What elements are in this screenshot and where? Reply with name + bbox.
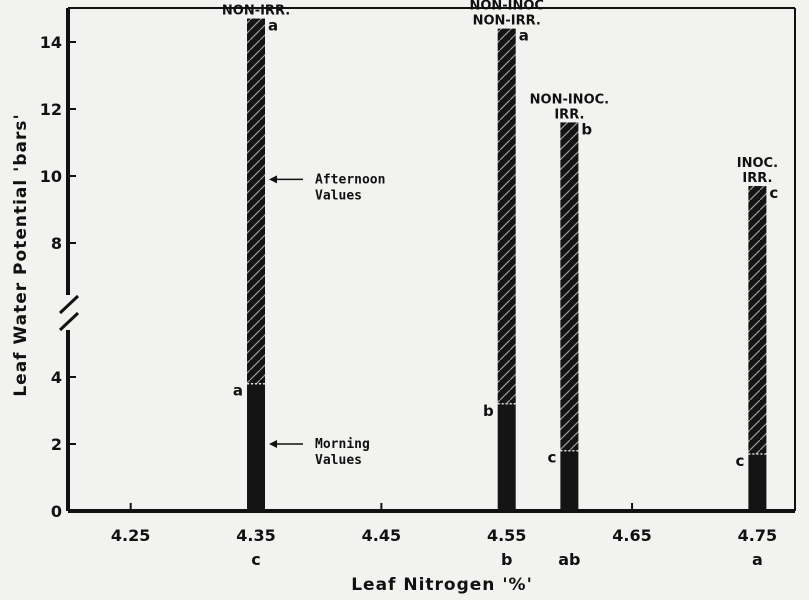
- x-tick-label: 4.35: [236, 526, 275, 545]
- treatment-label: NON-INOC: [469, 0, 544, 14]
- nitrogen-letter: ab: [558, 550, 580, 569]
- y-tick-label: 12: [40, 100, 62, 119]
- annotation-label: Morning: [315, 437, 370, 452]
- axis-break-mark-lower: [58, 311, 80, 332]
- treatment-label: IRR.: [742, 171, 772, 186]
- morning-letter: b: [483, 402, 494, 420]
- x-axis-label: Leaf Nitrogen '%': [351, 575, 533, 595]
- annotation-label: Values: [315, 453, 362, 468]
- y-tick-label: 2: [51, 435, 62, 454]
- axis-ticks: 0 2 4 8 10 12 14 4.25 4.35 4.45 4.55 4.65 4.75: [40, 33, 777, 545]
- treatment-label: INOC.: [737, 156, 778, 171]
- x-tick-label: 4.65: [612, 526, 651, 545]
- annotation-arrowhead: [269, 175, 278, 184]
- treatment-label: NON-IRR.: [222, 4, 290, 19]
- afternoon-letter: a: [519, 27, 529, 45]
- x-tick-label: 4.75: [738, 526, 777, 545]
- plot-frame: [58, 7, 796, 513]
- y-tick-label: 10: [40, 167, 62, 186]
- annotation-arrowhead: [269, 440, 278, 448]
- x-tick-label: 4.45: [362, 526, 401, 545]
- treatment-label: INOC.: [235, 0, 276, 4]
- treatment-label: IRR.: [554, 107, 584, 122]
- afternoon-letter: a: [268, 17, 278, 35]
- x-tick-label: 4.55: [487, 526, 526, 545]
- nitrogen-letter: c: [251, 550, 260, 569]
- annotation-label: Values: [315, 188, 362, 203]
- morning-bar: [560, 450, 579, 511]
- treatment-label: NON-IRR.: [473, 14, 541, 29]
- morning-letter: c: [547, 449, 556, 467]
- y-tick-label: 14: [40, 33, 62, 52]
- morning-bar: [748, 454, 767, 511]
- morning-bar: [497, 403, 516, 511]
- nitrogen-letter: a: [752, 550, 763, 569]
- afternoon-bar: [247, 18, 266, 384]
- morning-letter: a: [233, 382, 243, 400]
- y-tick-label: 4: [51, 368, 62, 387]
- y-tick-label: 8: [51, 234, 62, 253]
- morning-bar: [247, 383, 266, 511]
- bars: aacINOC.NON-IRR.abbNON-INOCNON-IRR.bcabN…: [222, 0, 778, 569]
- treatment-label: NON-INOC.: [530, 92, 609, 107]
- morning-letter: c: [735, 452, 744, 470]
- afternoon-letter: c: [769, 184, 778, 202]
- axis-break-mark-upper: [58, 294, 80, 315]
- afternoon-bar: [560, 122, 579, 451]
- afternoon-letter: b: [581, 120, 592, 138]
- x-tick-label: 4.25: [111, 526, 150, 545]
- y-axis-label: Leaf Water Potential 'bars': [11, 113, 31, 396]
- nitrogen-letter: b: [501, 550, 512, 569]
- annotation-label: Afternoon: [315, 172, 385, 187]
- afternoon-bar: [497, 28, 516, 404]
- y-tick-label: 0: [51, 502, 62, 521]
- afternoon-bar: [748, 186, 767, 455]
